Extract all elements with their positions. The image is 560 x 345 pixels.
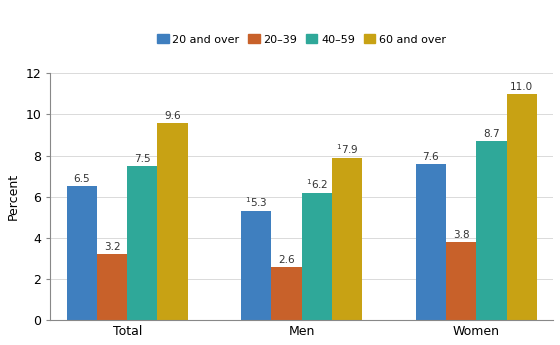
Text: 3.8: 3.8 <box>453 230 469 240</box>
Bar <box>506 94 537 320</box>
Text: 8.7: 8.7 <box>483 129 500 139</box>
Text: $^1$5.3: $^1$5.3 <box>245 195 268 209</box>
Bar <box>332 158 362 320</box>
Text: 11.0: 11.0 <box>510 82 533 92</box>
Bar <box>67 187 97 320</box>
Bar <box>476 141 506 320</box>
Y-axis label: Percent: Percent <box>7 173 20 220</box>
Bar <box>241 211 272 320</box>
Bar <box>272 267 302 320</box>
Text: 7.5: 7.5 <box>134 154 151 164</box>
Text: 2.6: 2.6 <box>278 255 295 265</box>
Text: 6.5: 6.5 <box>73 175 90 185</box>
Bar <box>302 193 332 320</box>
Text: $^1$6.2: $^1$6.2 <box>306 177 328 190</box>
Text: 9.6: 9.6 <box>164 111 181 121</box>
Bar <box>157 123 188 320</box>
Text: 3.2: 3.2 <box>104 242 120 252</box>
Legend: 20 and over, 20–39, 40–59, 60 and over: 20 and over, 20–39, 40–59, 60 and over <box>157 34 446 45</box>
Text: 7.6: 7.6 <box>423 152 439 162</box>
Bar <box>446 242 476 320</box>
Text: $^1$7.9: $^1$7.9 <box>335 142 358 156</box>
Bar <box>127 166 157 320</box>
Bar <box>97 254 127 320</box>
Bar <box>416 164 446 320</box>
